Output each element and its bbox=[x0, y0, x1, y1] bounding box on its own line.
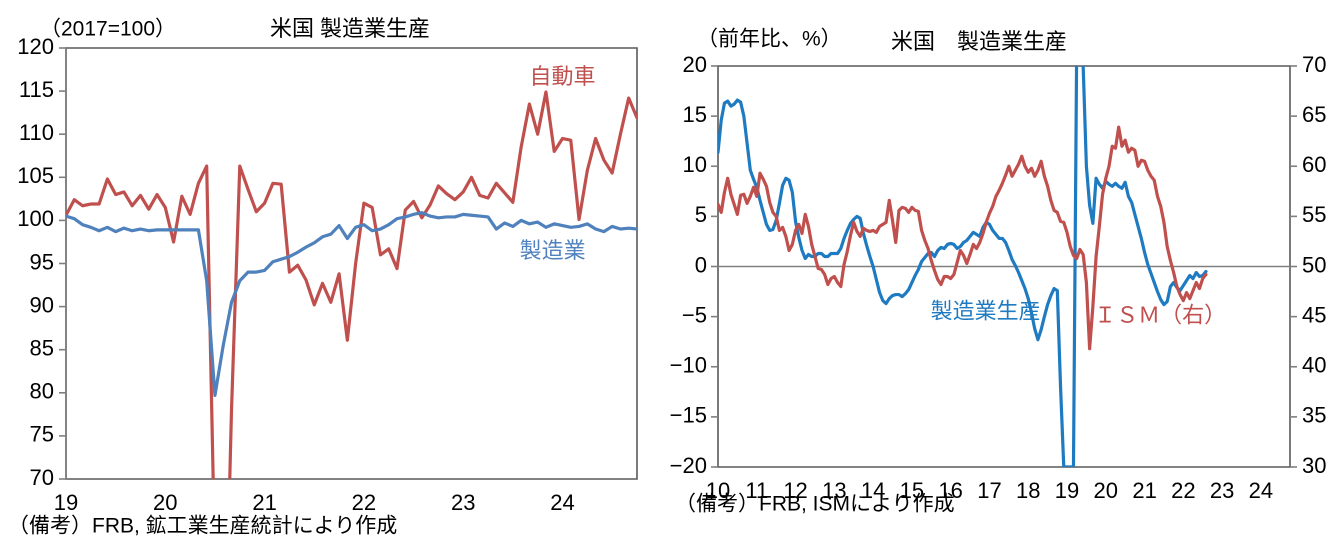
right-x-tick-label: 17 bbox=[977, 478, 1001, 503]
left-series-label: 自動車 bbox=[530, 64, 596, 89]
right-y-tick-label-left: 20 bbox=[683, 52, 707, 77]
left-x-tick-label: 19 bbox=[54, 490, 78, 515]
left-y-tick-label: 120 bbox=[17, 34, 54, 59]
right-chart-panel: （前年比、%） 米国 製造業生産 −20 −15 −10 −5 0 5 10 15 20 30 35… bbox=[669, 0, 1338, 558]
left-series-line bbox=[66, 90, 637, 479]
left-x-tick-label: 23 bbox=[451, 490, 475, 515]
right-series-line bbox=[718, 66, 1208, 467]
left-x-tick-label: 22 bbox=[352, 490, 376, 515]
left-x-tick-label: 24 bbox=[550, 490, 574, 515]
right-y-tick-label-left: 15 bbox=[683, 102, 707, 127]
left-chart-axes: 70 75 80 85 90 95 100 105 110 115 120 19 20 21 22 23 24 bbox=[17, 34, 638, 515]
right-y-tick-label-right: 45 bbox=[1302, 302, 1326, 327]
right-x-tick-label: 22 bbox=[1171, 478, 1195, 503]
left-y-tick-label: 85 bbox=[30, 336, 54, 361]
right-x-tick-label: 12 bbox=[783, 478, 807, 503]
right-x-tick-label: 21 bbox=[1132, 478, 1156, 503]
right-x-tick-label: 16 bbox=[938, 478, 962, 503]
right-y-tick-label-left: 10 bbox=[683, 152, 707, 177]
right-x-tick-label: 10 bbox=[706, 478, 730, 503]
right-y-tick-label-right: 50 bbox=[1302, 252, 1326, 277]
right-y-tick-label-right: 60 bbox=[1302, 152, 1326, 177]
right-y-tick-label-left: −20 bbox=[670, 453, 707, 478]
left-series-line bbox=[66, 211, 637, 397]
left-axis-unit-label: （2017=100） bbox=[40, 18, 176, 41]
left-chart-series bbox=[66, 90, 637, 479]
left-chart-svg: （2017=100） 米国 製造業生産 70 75 80 85 90 95 100 105 11… bbox=[8, 16, 638, 538]
left-chart-panel: （2017=100） 米国 製造業生産 70 75 80 85 90 95 100 105 11… bbox=[8, 16, 638, 538]
left-chart-title: 米国 製造業生産 bbox=[270, 16, 430, 41]
right-y-tick-label-left: −5 bbox=[682, 302, 707, 327]
right-chart-svg: （前年比、%） 米国 製造業生産 −20 −15 −10 −5 0 5 10 15 20 30 35… bbox=[670, 28, 1327, 516]
right-x-tick-label: 13 bbox=[822, 478, 846, 503]
left-x-tick-label: 20 bbox=[153, 490, 177, 515]
right-x-tick-label: 19 bbox=[1055, 478, 1079, 503]
left-y-tick-label: 90 bbox=[30, 292, 54, 317]
left-series-label: 製造業 bbox=[520, 238, 586, 263]
right-chart-series-labels: 製造業生産 ＩＳＭ（右） bbox=[931, 298, 1227, 327]
left-source-note: （備考）FRB, 鉱工業生産統計により作成 bbox=[8, 515, 397, 538]
right-y-tick-label-right: 65 bbox=[1302, 102, 1326, 127]
right-series-line bbox=[718, 125, 1208, 351]
left-y-tick-label: 115 bbox=[19, 77, 54, 102]
right-chart-axes: −20 −15 −10 −5 0 5 10 15 20 30 35 40 45 50 55 60 65 70 10 1… bbox=[670, 52, 1327, 503]
right-y-tick-label-right: 40 bbox=[1302, 353, 1326, 378]
right-y-tick-label-right: 55 bbox=[1302, 202, 1326, 227]
right-y-tick-label-right: 70 bbox=[1302, 52, 1326, 77]
right-axis-unit-label: （前年比、%） bbox=[697, 28, 842, 51]
left-y-tick-label: 105 bbox=[17, 163, 54, 188]
right-y-tick-label-left: −10 bbox=[670, 353, 707, 378]
left-y-tick-label: 95 bbox=[30, 249, 54, 274]
right-chart-series bbox=[718, 66, 1208, 467]
right-source-note: （備考）FRB, ISMにより作成 bbox=[675, 493, 955, 516]
left-plot-border bbox=[65, 47, 638, 480]
right-x-tick-label: 14 bbox=[861, 478, 885, 503]
right-x-tick-label: 20 bbox=[1094, 478, 1118, 503]
right-y-tick-label-left: 0 bbox=[695, 252, 707, 277]
left-y-tick-label: 110 bbox=[19, 120, 54, 145]
right-x-tick-label: 11 bbox=[745, 478, 768, 503]
right-x-tick-label: 18 bbox=[1016, 478, 1040, 503]
right-y-tick-label-right: 30 bbox=[1302, 453, 1326, 478]
left-y-tick-label: 70 bbox=[30, 465, 54, 490]
right-y-tick-label-left: −15 bbox=[670, 403, 707, 428]
left-y-tick-label: 100 bbox=[17, 206, 54, 231]
right-x-tick-label: 15 bbox=[900, 478, 924, 503]
left-y-tick-label: 75 bbox=[30, 422, 54, 447]
right-x-tick-label: 24 bbox=[1249, 478, 1273, 503]
right-series-label: 製造業生産 bbox=[931, 298, 1041, 323]
right-y-tick-label-right: 35 bbox=[1302, 403, 1326, 428]
left-x-tick-label: 21 bbox=[252, 490, 276, 515]
right-series-label: ＩＳＭ（右） bbox=[1094, 302, 1226, 327]
left-y-tick-label: 80 bbox=[30, 379, 54, 404]
right-chart-title: 米国 製造業生産 bbox=[891, 29, 1067, 54]
right-x-tick-label: 23 bbox=[1210, 478, 1234, 503]
right-y-tick-label-left: 5 bbox=[695, 202, 707, 227]
